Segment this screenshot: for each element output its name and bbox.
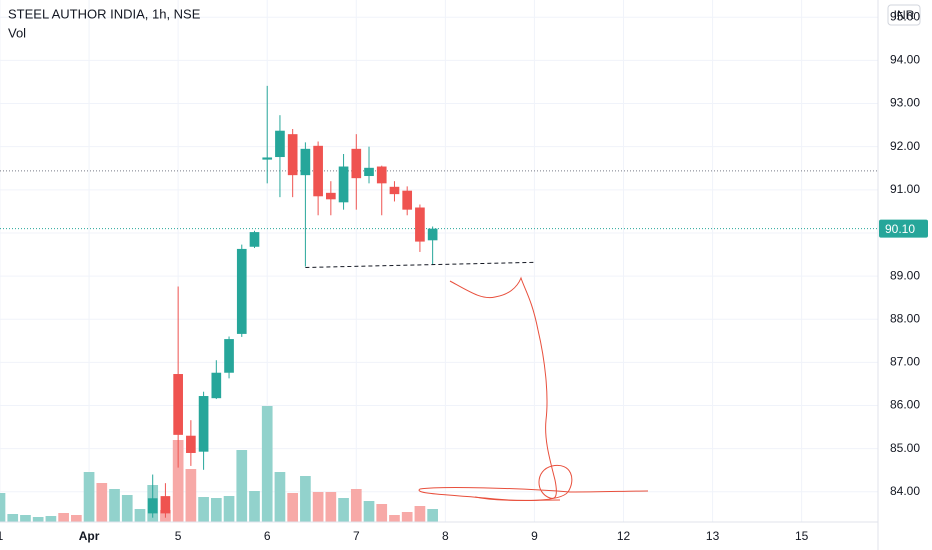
volume-bar [20,515,31,522]
volume-label: Vol [8,25,26,40]
volume-bar [236,450,248,522]
volume-bar [210,498,222,522]
candle-body [326,192,336,200]
y-tick-label: 89.00 [890,268,920,282]
candle-body [364,167,374,177]
candle-body [427,228,438,241]
currency-label[interactable]: INR [894,8,915,22]
x-tick-label: 5 [175,529,182,543]
volume-bar [121,495,133,522]
chart-title: STEEL AUTHOR INDIA, 1h, NSE [8,6,201,21]
volume-bar [185,469,197,522]
hand-drawing [418,276,649,501]
x-tick-label: 6 [264,529,271,543]
y-tick-label: 95.00 [890,9,920,23]
y-tick-label: 86.00 [890,398,920,412]
last-price-label: 90.10 [885,222,915,236]
volume-bar [45,516,57,522]
candle-body [287,134,298,176]
candle-body [249,232,260,247]
x-tick-label: 9 [531,529,538,543]
volume-bar [109,489,120,522]
volume-bar [261,406,273,522]
volume-bar [350,489,362,522]
x-tick-label: 13 [706,529,720,543]
candle-body [338,166,349,203]
candle-body [415,207,425,242]
volume-bar [427,509,438,522]
last-price-tag [879,219,928,238]
x-tick-label: 12 [617,529,631,543]
volume-bar [274,472,286,522]
volume-bar [414,506,426,522]
currency-button[interactable] [887,4,921,26]
x-tick-label: 8 [442,529,449,543]
y-tick-label: 91.00 [890,182,920,196]
volume-bar [223,496,235,522]
trend-line [305,261,536,268]
volume-bar [0,493,6,522]
volume-bar [172,440,184,522]
volume-bar [312,492,324,522]
volume-bar [325,492,337,522]
y-tick-label: 88.00 [890,311,920,325]
volume-bar [300,476,311,522]
candle-body [262,157,273,160]
y-tick-label: 93.00 [890,96,920,110]
candle-body [376,166,387,184]
volume-bar [401,512,413,522]
candle-body [160,496,171,514]
volume-bar [71,515,82,522]
candle-body [186,435,196,453]
x-tick-label: 7 [353,529,360,543]
y-tick-label: 84.00 [890,484,920,498]
y-tick-label: 85.00 [890,441,920,455]
y-tick-label: 87.00 [890,355,920,369]
y-tick-label: 92.00 [890,139,920,153]
candle-body [236,248,247,334]
volume-bar [58,513,69,522]
candle-body [402,190,413,210]
volume-bar [83,472,95,522]
candle-body [198,396,209,452]
volume-bar [338,498,349,522]
x-tick-label: 15 [795,529,809,543]
candle-body [211,372,222,399]
volume-bar [376,504,388,522]
candle-body [275,130,285,158]
candle-body [224,339,234,373]
volume-bar [134,509,146,522]
candle-body [300,148,311,176]
y-tick-label: 94.00 [890,53,920,67]
x-tick-label: Apr [79,529,100,543]
candle-body [147,498,158,514]
volume-bar [7,514,19,522]
candle-body [173,374,183,435]
volume-bar [363,501,375,522]
candle-body [389,186,400,195]
volume-bar [32,517,44,522]
volume-bar [287,493,299,522]
candle-body [313,145,323,197]
volume-bar [198,497,209,522]
x-tick-label: 1 [0,529,4,543]
volume-bar [249,491,260,522]
candle-body [351,148,362,179]
volume-bar [389,515,400,522]
hand-drawing [474,496,561,501]
volume-bar [96,483,108,522]
